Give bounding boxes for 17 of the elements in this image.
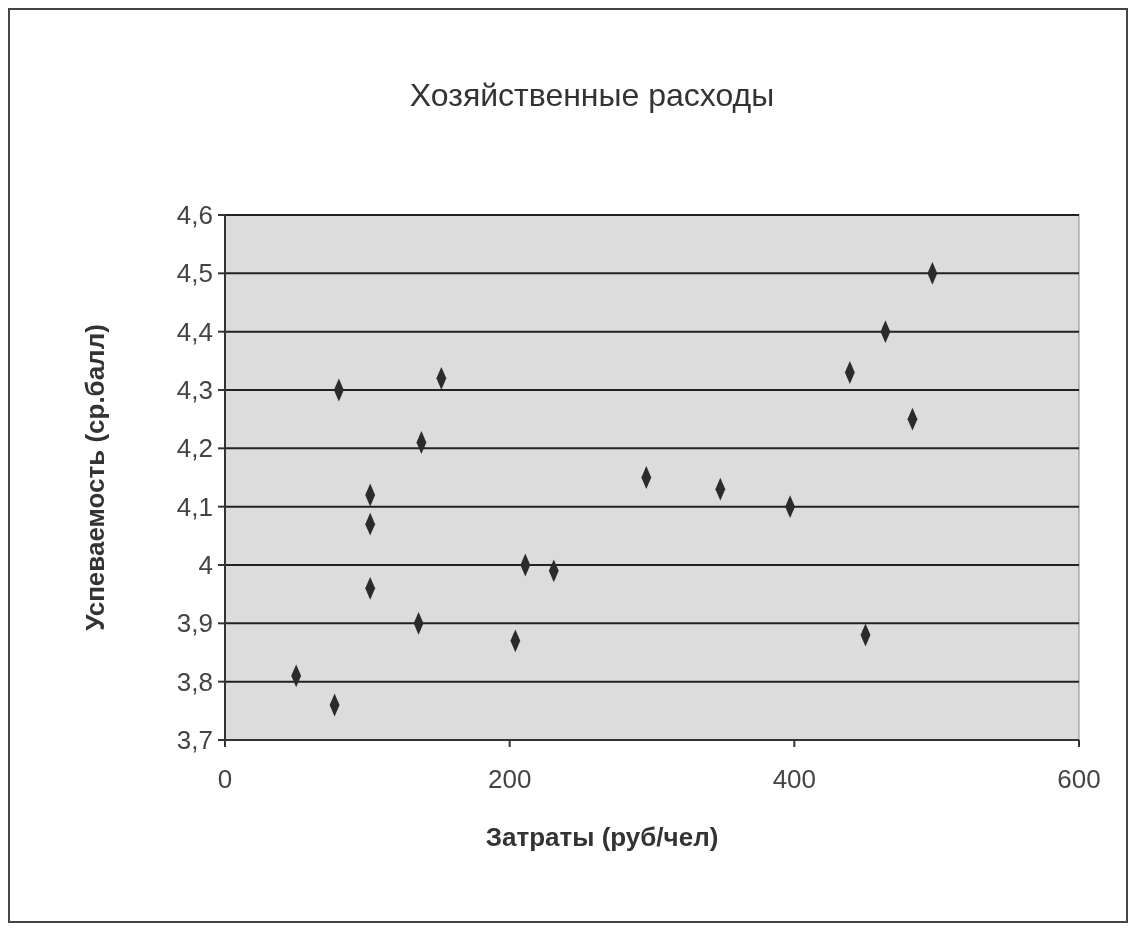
y-tick-label: 3,9 — [176, 608, 213, 639]
y-tick-label: 4,3 — [176, 375, 213, 406]
x-tick-label: 0 — [217, 764, 233, 794]
y-tick-label: 4,2 — [176, 433, 213, 464]
x-tick-label: 400 — [772, 764, 817, 794]
y-tick-label: 4,1 — [176, 491, 213, 522]
y-tick-label: 3,8 — [176, 666, 213, 697]
y-tick-label: 4,5 — [176, 258, 213, 289]
y-tick-label: 4,4 — [176, 316, 213, 347]
x-tick-label: 600 — [1057, 764, 1101, 794]
x-axis-title: Затраты (руб/чел) — [485, 822, 719, 852]
y-axis-title: Успеваемость (ср.балл) — [80, 324, 110, 631]
x-tick-label: 200 — [487, 764, 532, 794]
y-tick-label: 4 — [198, 550, 213, 581]
y-tick-label: 4,6 — [176, 200, 213, 231]
y-tick-label: 3,7 — [176, 725, 213, 756]
chart-title: Хозяйственные расходы — [409, 77, 775, 113]
